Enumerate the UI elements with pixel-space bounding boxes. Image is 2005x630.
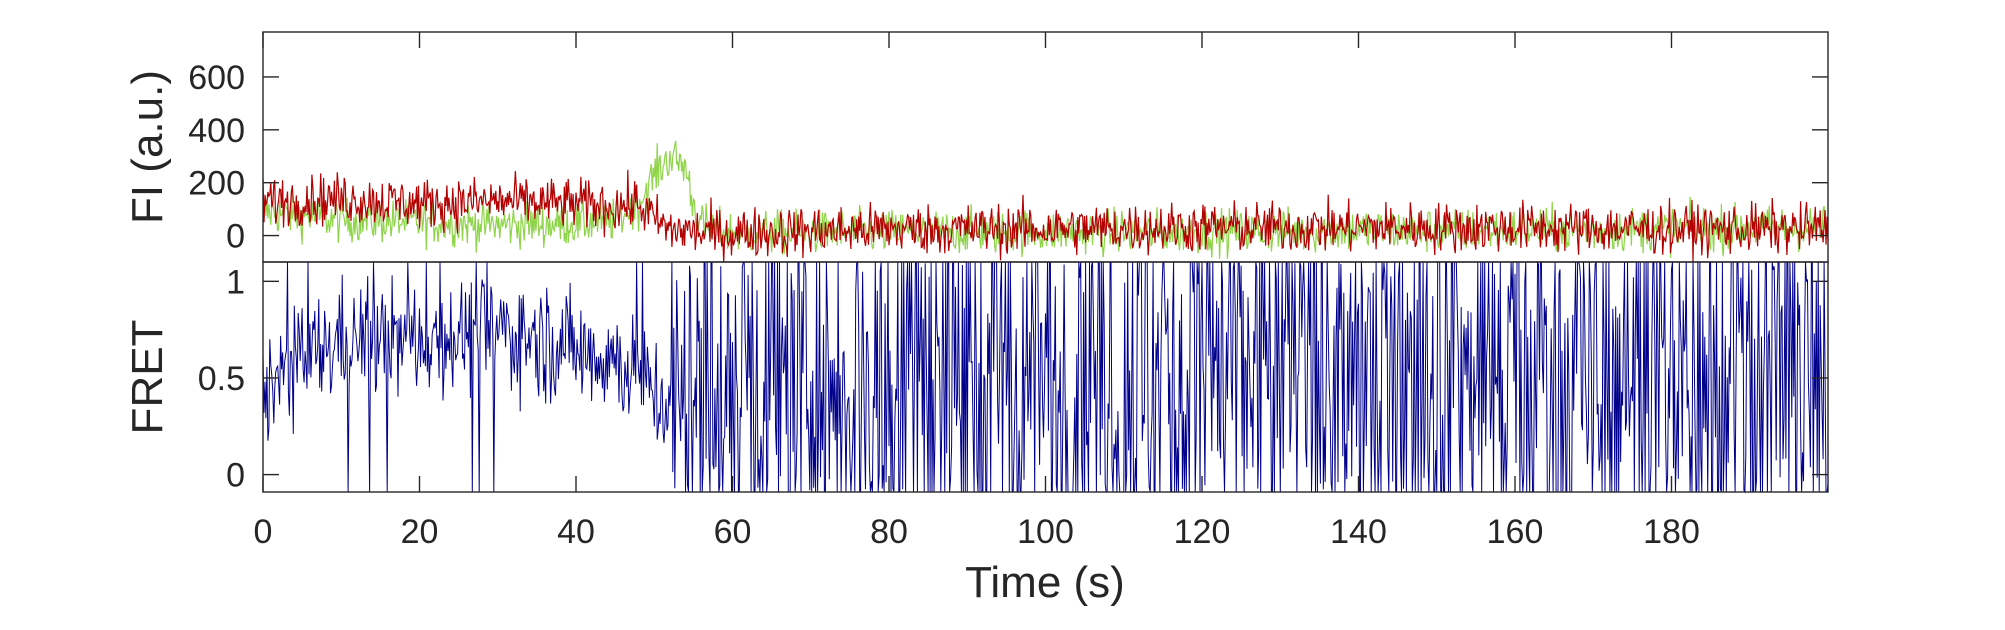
x-axis-title: Time (s) [965, 558, 1125, 607]
acceptor-trace [262, 169, 1829, 263]
bottom-y-axis: 00.51 [198, 263, 1828, 495]
bottom-y-axis-title: FRET [123, 320, 172, 435]
x-tick-label: 0 [254, 513, 273, 551]
bottom-y-tick-label: 0.5 [198, 360, 245, 398]
x-tick-label: 20 [401, 513, 439, 551]
top-y-tick-label: 600 [188, 59, 245, 97]
bottom-y-tick-label: 1 [226, 263, 245, 301]
x-tick-label: 40 [557, 513, 595, 551]
x-tick-label: 60 [714, 513, 752, 551]
bottom-plot-frame [262, 261, 1829, 493]
x-tick-label: 160 [1487, 513, 1544, 551]
top-panel: 0 200 400 600 FI (a.u.) [123, 31, 1829, 263]
x-tick-label: 80 [870, 513, 908, 551]
top-y-axis: 0 200 400 600 [188, 59, 1828, 256]
top-y-tick-label: 200 [188, 165, 245, 203]
bottom-y-tick-label: 0 [226, 457, 245, 495]
x-tick-label: 120 [1174, 513, 1231, 551]
bottom-panel: 00.51 0 20 40 60 80 100 120 140 160 180 FRET Time… [123, 32, 1829, 607]
top-y-tick-label: 400 [188, 112, 245, 150]
x-tick-label: 100 [1017, 513, 1074, 551]
donor-trace [262, 140, 1829, 259]
top-traces [262, 140, 1829, 263]
bottom-traces [262, 260, 1829, 494]
fret-trace [262, 260, 1829, 494]
x-tick-label: 180 [1643, 513, 1700, 551]
top-y-axis-title: FI (a.u.) [123, 70, 172, 224]
x-tick-label: 140 [1330, 513, 1387, 551]
x-axis: 0 20 40 60 80 100 120 140 160 180 [254, 32, 1700, 551]
top-y-tick-label: 0 [226, 218, 245, 256]
